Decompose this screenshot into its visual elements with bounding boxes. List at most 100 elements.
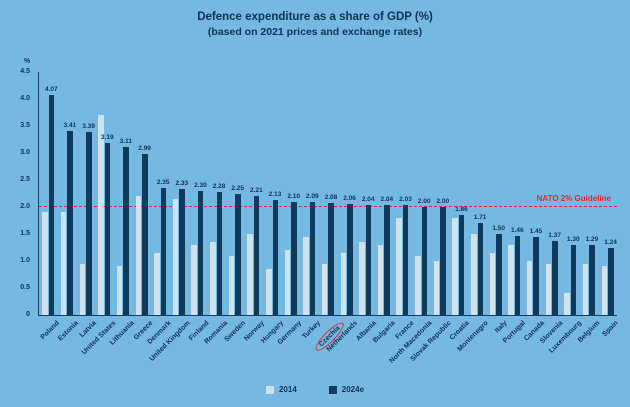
bar-group: 1.46 Portugal (502, 72, 527, 345)
bar-2014 (321, 263, 328, 315)
bar-value-label: 2.33 (175, 180, 189, 188)
bar-2014 (508, 244, 514, 315)
bar-value-label: 3.11 (119, 138, 133, 146)
legend-item-2014: 2014 (265, 385, 297, 394)
bar-value-label: 1.24 (604, 239, 617, 247)
bar-group: 1.86 Croatia (449, 72, 471, 342)
bar-value-label: 2.00 (436, 198, 450, 205)
bar-2024e (67, 130, 73, 315)
bar-2024e (384, 204, 390, 315)
bar-group: 2.21 Norway (243, 72, 266, 343)
y-tick-label: 3.5 (20, 122, 30, 129)
bar-group: 2.33 United Kingdom (148, 72, 191, 363)
bar-2024e (347, 203, 353, 315)
bar-2014 (172, 198, 179, 315)
bar-group: 2.00 Slovak Republic (409, 72, 452, 363)
legend: 2014 2024e (0, 385, 630, 394)
bar-2014 (582, 263, 589, 315)
bar-value-label: 2.25 (231, 184, 245, 192)
bar-value-label: 2.00 (417, 198, 431, 205)
bar-value-label: 1.50 (492, 225, 506, 232)
bar-value-label: 3.41 (63, 121, 77, 129)
bar-2024e (179, 189, 185, 315)
bar-2024e (328, 202, 334, 315)
y-axis-unit-label: % (24, 58, 31, 65)
bar-2024e (589, 245, 595, 315)
bar-2024e (514, 236, 521, 315)
bar-2024e (142, 153, 148, 315)
bar-group: 2.03 France (393, 72, 415, 341)
bar-value-label: 1.46 (511, 227, 524, 235)
bar-group: 3.39 Latvia (76, 72, 98, 339)
bar-value-label: 2.08 (324, 193, 338, 201)
bar-group: 2.00 North Macedonia (389, 72, 434, 365)
bar-2024e (272, 199, 278, 315)
bar-2014 (396, 217, 402, 315)
bar-group: 1.30 Luxembourg (548, 72, 583, 355)
legend-item-2024e: 2024e (328, 385, 364, 394)
bar-value-label: 1.37 (548, 232, 561, 240)
bar-2024e (235, 193, 241, 315)
bar-2014 (471, 234, 477, 315)
bar-2014 (526, 261, 533, 315)
bar-value-label: 2.35 (156, 179, 170, 187)
y-tick-label: 0.5 (20, 284, 30, 291)
bar-value-label: 1.29 (585, 236, 599, 244)
bar-2024e (216, 191, 223, 315)
bar-value-label: 2.13 (268, 190, 282, 198)
y-tick-label: 2.5 (20, 176, 30, 183)
bar-group: 2.13 Hungary (260, 72, 285, 345)
bar-2024e (533, 236, 539, 315)
bar-2014 (135, 196, 142, 315)
bar-group: 2.25 Sweden (224, 72, 248, 344)
bar-2014 (489, 252, 496, 315)
bar-2014 (210, 242, 216, 315)
bar-2014 (415, 255, 421, 315)
bar-2024e (552, 241, 558, 315)
legend-label-2014: 2014 (278, 385, 297, 394)
bar-group: 2.10 Germany (277, 72, 303, 347)
bar-2014 (116, 266, 123, 315)
bar-2014 (266, 269, 272, 315)
bar-value-label: 2.21 (250, 186, 263, 194)
bar-2024e (458, 214, 465, 315)
bar-value-label: 2.10 (287, 192, 300, 200)
bar-value-label: 1.45 (529, 227, 543, 235)
y-tick-label: 0 (26, 311, 30, 318)
bar-2024e (123, 147, 129, 315)
bar-2024e (309, 202, 316, 315)
chart-subtitle: (based on 2021 prices and exchange rates… (207, 26, 423, 38)
bar-group: 3.41 Estonia (57, 72, 80, 343)
bar-2024e (104, 142, 111, 315)
bar-2024e (48, 95, 55, 315)
bar-2014 (359, 242, 365, 315)
y-tick-label: 3.0 (20, 149, 30, 156)
y-tick-label: 1.5 (20, 230, 30, 237)
bar-2014 (154, 252, 160, 315)
legend-swatch-2024e (328, 385, 337, 394)
bar-2024e (570, 244, 577, 315)
bar-group: 3.19 United States (80, 72, 117, 356)
bar-value-label: 2.28 (212, 182, 226, 190)
bar-2014 (228, 255, 235, 315)
y-axis: 4.5 4.0 3.5 3.0 2.5 2.0 1.5 1.0 0.5 0 (0, 68, 34, 318)
bar-value-label: 1.86 (455, 205, 468, 213)
bar-group: 1.24 Spain (598, 72, 620, 338)
bar-2024e (197, 190, 204, 315)
bar-2014 (452, 217, 458, 315)
chart-title: Defence expenditure as a share of GDP (%… (197, 11, 433, 23)
bar-groups: 4.07 Poland 3.41 Estonia 3.39 Latvia 3.19 Unite… (39, 72, 621, 365)
bar-2024e (608, 248, 614, 315)
bar-value-label: 3.39 (82, 122, 95, 130)
bar-2024e (402, 205, 409, 315)
y-tick-label: 4.0 (20, 95, 30, 102)
bar-value-label: 3.19 (100, 133, 114, 141)
bar-2014 (98, 115, 104, 315)
plot-area: NATO 2% Guideline 4.07 Poland 3.41 Estonia 3… (38, 72, 621, 365)
bar-2014 (79, 263, 86, 315)
bar-2014 (340, 252, 347, 315)
bar-2014 (191, 244, 197, 315)
bar-2024e (440, 207, 446, 315)
bar-group: 2.09 Turkey (300, 72, 322, 340)
bar-2014 (377, 244, 384, 315)
